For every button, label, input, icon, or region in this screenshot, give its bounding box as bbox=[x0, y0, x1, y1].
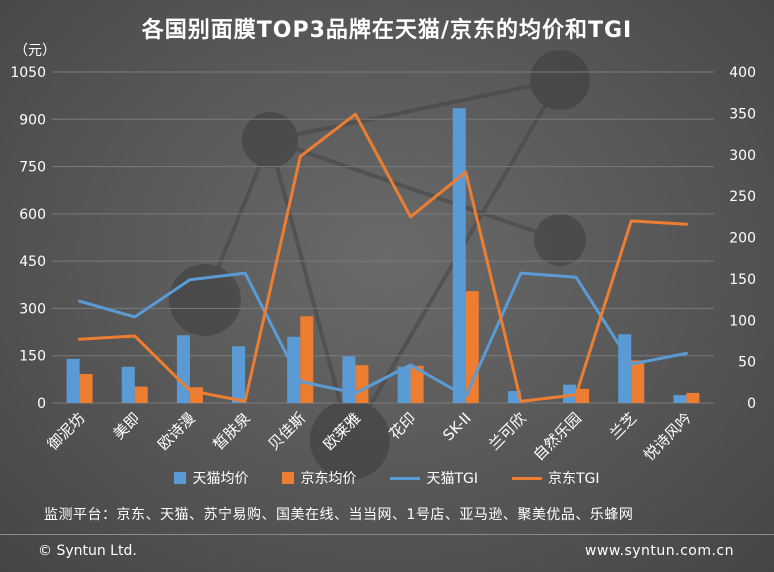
bar-jd-price bbox=[300, 316, 314, 403]
y-axis-left: 0 150 300 450 600 750 900 1050 bbox=[10, 65, 46, 412]
bar-jd-price bbox=[631, 360, 645, 403]
bar-jd-price bbox=[355, 365, 369, 403]
background-molecule-decoration bbox=[169, 50, 590, 480]
legend-label-jd-price: 京东均价 bbox=[300, 471, 357, 487]
x-tick-label: 贝佳斯 bbox=[265, 409, 310, 454]
gridlines bbox=[52, 71, 714, 404]
y-left-tick-label: 150 bbox=[19, 349, 46, 365]
bar-jd-price bbox=[686, 392, 700, 403]
y-right-tick-label: 50 bbox=[738, 355, 756, 371]
bar-tmall-price bbox=[673, 395, 687, 403]
copyright: © Syntun Ltd. bbox=[38, 543, 137, 559]
website-url: www.syntun.com.cn bbox=[584, 543, 734, 559]
bar-series bbox=[66, 108, 700, 403]
bar-tmall-price bbox=[342, 356, 356, 403]
x-tick-label: SK-II bbox=[439, 409, 474, 444]
bar-tmall-price bbox=[232, 346, 246, 403]
bar-jd-price bbox=[134, 386, 148, 403]
y-axis-unit-label: （元） bbox=[14, 43, 56, 59]
footer-divider bbox=[0, 534, 774, 535]
y-left-tick-label: 1050 bbox=[10, 65, 46, 81]
legend-item-jd-price: 京东均价 bbox=[282, 468, 356, 488]
platforms-note: 监测平台：京东、天猫、苏宁易购、国美在线、当当网、1号店、亚马逊、聚美优品、乐蜂… bbox=[44, 507, 634, 523]
bar-jd-price bbox=[465, 291, 479, 403]
y-right-tick-label: 200 bbox=[729, 231, 756, 247]
bar-tmall-price bbox=[507, 391, 521, 403]
bar-tmall-price bbox=[397, 366, 411, 403]
line-tmall-tgi bbox=[78, 271, 688, 398]
y-left-tick-label: 600 bbox=[19, 207, 46, 223]
y-left-tick-label: 900 bbox=[19, 112, 46, 128]
x-tick-label: 欧诗漫 bbox=[154, 409, 199, 454]
y-left-tick-label: 450 bbox=[19, 254, 46, 270]
legend-item-tmall-tgi: 天猫TGI bbox=[390, 468, 478, 488]
chart-title: 各国别面膜TOP3品牌在天猫/京东的均价和TGI bbox=[141, 18, 633, 43]
x-tick-label: 兰芝 bbox=[606, 409, 640, 443]
y-right-tick-label: 0 bbox=[747, 396, 756, 412]
legend-swatch-jd-tgi bbox=[512, 476, 542, 480]
bar-tmall-price bbox=[176, 335, 190, 403]
line-jd-tgi bbox=[78, 112, 688, 403]
legend: 天猫均价 京东均价 天猫TGI 京东TGI bbox=[0, 468, 774, 488]
x-tick-label: 兰可欣 bbox=[485, 409, 530, 454]
legend-swatch-tmall-price bbox=[174, 472, 187, 484]
y-left-tick-label: 0 bbox=[37, 396, 46, 412]
x-tick-label: 花印 bbox=[385, 409, 419, 443]
y-right-tick-label: 150 bbox=[729, 272, 756, 288]
legend-label-tmall-tgi: 天猫TGI bbox=[426, 471, 478, 487]
y-right-tick-label: 350 bbox=[729, 106, 756, 122]
bar-tmall-price bbox=[121, 366, 135, 403]
y-axis-right: 0 50 100 150 200 250 300 350 400 bbox=[729, 65, 756, 412]
x-tick-label: 御泥坊 bbox=[44, 409, 89, 454]
legend-label-tmall-price: 天猫均价 bbox=[192, 471, 249, 487]
line-series bbox=[78, 112, 688, 403]
x-tick-label: 自然乐园 bbox=[530, 409, 585, 464]
legend-swatch-jd-price bbox=[282, 472, 295, 484]
y-left-tick-label: 750 bbox=[19, 160, 46, 176]
legend-label-jd-tgi: 京东TGI bbox=[548, 471, 600, 487]
bar-tmall-price bbox=[563, 384, 577, 403]
x-tick-label: 悦诗风吟 bbox=[640, 409, 695, 464]
bar-tmall-price bbox=[66, 358, 80, 403]
y-right-tick-label: 300 bbox=[729, 148, 756, 164]
y-right-tick-label: 250 bbox=[729, 189, 756, 205]
bar-jd-price bbox=[576, 388, 590, 403]
bar-jd-price bbox=[79, 373, 93, 403]
legend-item-jd-tgi: 京东TGI bbox=[512, 468, 600, 488]
legend-item-tmall-price: 天猫均价 bbox=[174, 468, 248, 488]
legend-swatch-tmall-tgi bbox=[390, 476, 421, 480]
x-tick-label: 美即 bbox=[110, 409, 144, 443]
y-right-tick-label: 100 bbox=[729, 313, 756, 329]
bar-tmall-price bbox=[452, 108, 466, 403]
x-tick-label: 皙肤泉 bbox=[209, 409, 254, 454]
bar-jd-price bbox=[410, 365, 424, 403]
y-left-tick-label: 300 bbox=[19, 301, 46, 317]
y-right-tick-label: 400 bbox=[729, 65, 756, 81]
